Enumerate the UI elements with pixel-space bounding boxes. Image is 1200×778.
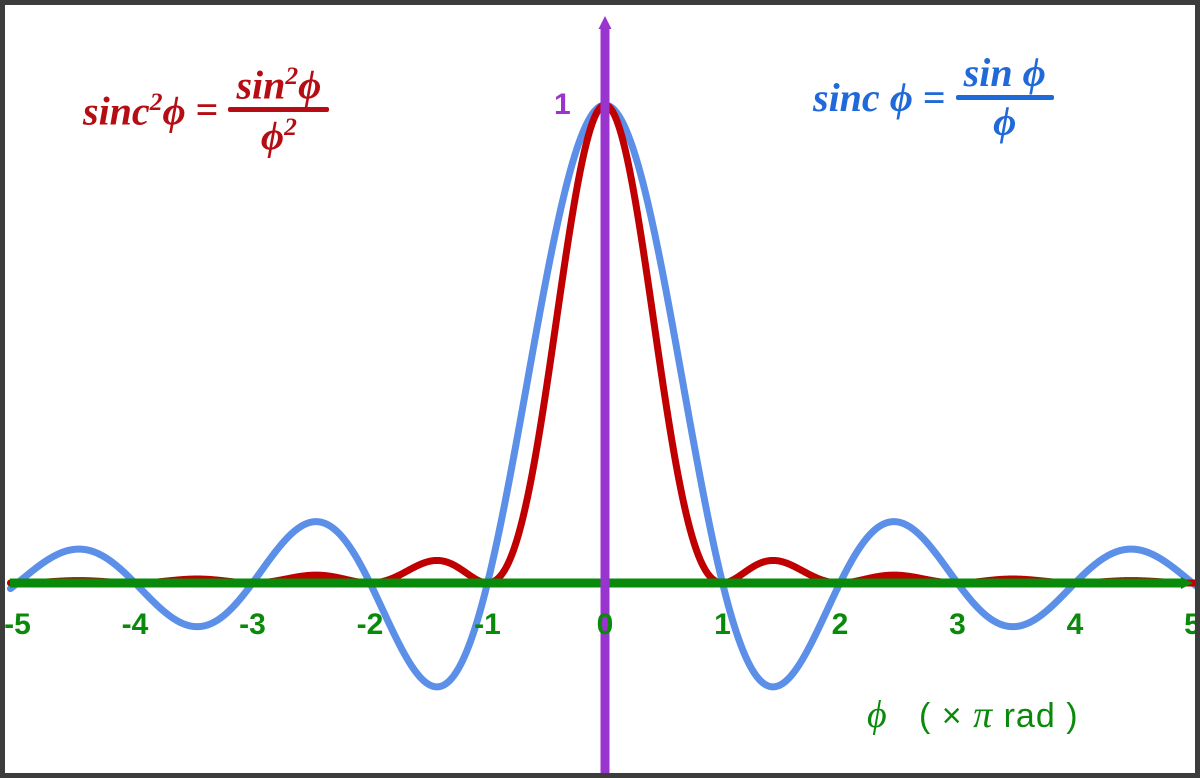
x-tick-label-3: 3 xyxy=(949,608,966,641)
x-tick-label-4: 4 xyxy=(1066,608,1084,641)
x-tick-label-5: 5 xyxy=(1184,608,1200,641)
annotation-sinc-squared-lhs: sinc2ϕ xyxy=(83,86,186,133)
x-axis-caption: ϕ ( × π rad ) xyxy=(867,693,1079,737)
x-axis-caption-close-paren: ) xyxy=(1066,697,1079,735)
x-tick-label-neg2: -2 xyxy=(356,608,384,641)
annotation-sinc-squared-equals: = xyxy=(195,86,219,132)
multiply-icon: × xyxy=(941,697,963,735)
annotation-sinc-equals: = xyxy=(922,74,946,120)
annotation-sinc-squared-numerator: sin2ϕ xyxy=(236,61,322,108)
y-axis-peak-label: 1 xyxy=(554,88,571,121)
annotation-sinc-denominator: ϕ xyxy=(993,99,1017,144)
annotation-sinc-formula: sinc ϕ = sin ϕ ϕ xyxy=(813,53,1054,142)
x-axis-caption-unit: rad xyxy=(1003,697,1056,735)
fraction-bar xyxy=(228,107,330,113)
x-axis-caption-variable: ϕ xyxy=(867,694,888,736)
x-tick-label-0: 0 xyxy=(596,608,614,641)
x-axis-caption-pi: π xyxy=(973,694,994,736)
annotation-sinc-numerator: sin ϕ xyxy=(963,50,1046,95)
x-tick-label-neg3: -3 xyxy=(239,608,266,641)
annotation-sinc-squared-formula: sinc2ϕ = sin2ϕ ϕ2 xyxy=(83,61,330,159)
x-tick-label-neg5: -5 xyxy=(4,608,31,641)
x-tick-label-1: 1 xyxy=(714,608,731,641)
x-tick-label-neg1: -1 xyxy=(474,608,501,641)
plot-canvas xyxy=(6,16,1195,773)
x-tick-label-neg4: -4 xyxy=(121,608,149,641)
fraction-bar xyxy=(955,95,1054,100)
x-axis-caption-open-paren: ( xyxy=(919,697,932,735)
annotation-sinc-squared-denominator: ϕ2 xyxy=(260,112,297,159)
annotation-sinc-squared-fraction: sin2ϕ ϕ2 xyxy=(228,61,330,159)
annotation-sinc-fraction: sin ϕ ϕ xyxy=(955,50,1054,144)
x-tick-label-2: 2 xyxy=(831,608,849,641)
annotation-sinc-lhs: sinc ϕ xyxy=(813,74,913,120)
